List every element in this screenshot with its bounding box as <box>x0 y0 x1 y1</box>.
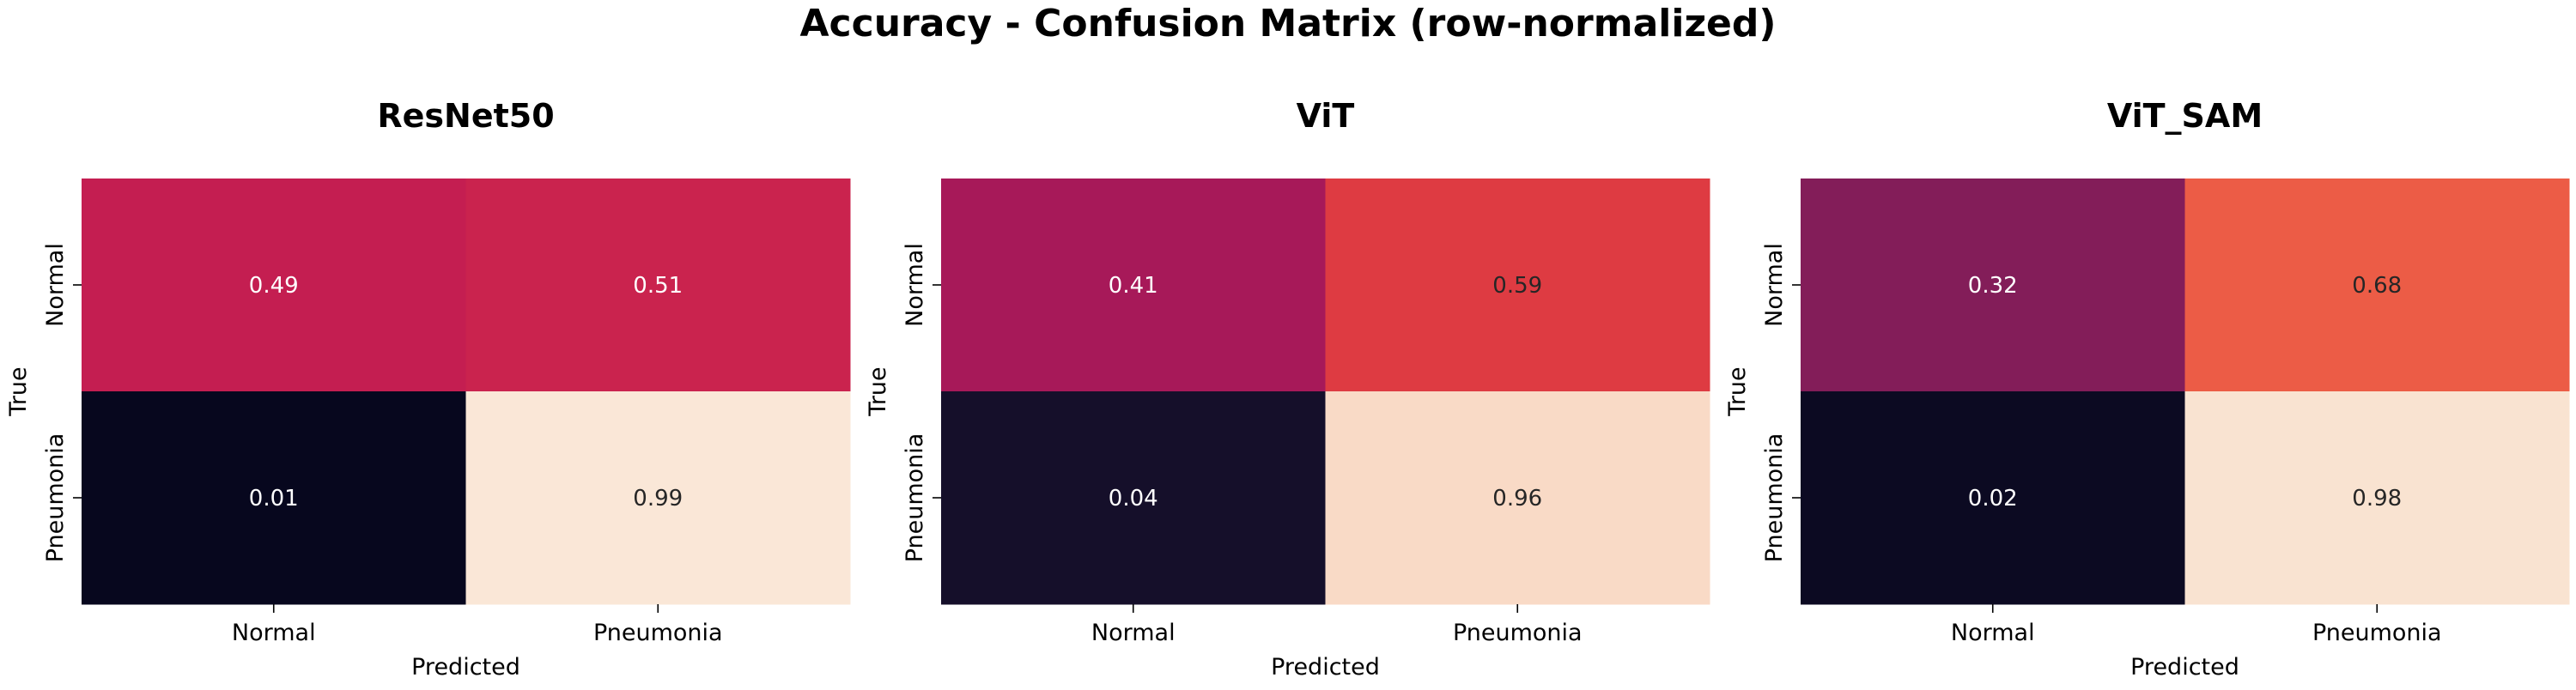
x-axis-label: Predicted <box>411 654 520 681</box>
cell-value-label: 0.68 <box>2352 273 2402 299</box>
y-tick-label: Normal <box>42 243 69 327</box>
x-tick-label: Normal <box>1091 620 1176 646</box>
y-axis-label: True <box>865 366 891 416</box>
panel-title: ResNet50 <box>377 97 554 135</box>
heatmap-cell <box>2184 391 2570 605</box>
heatmap-cell <box>465 391 851 605</box>
panel-title: ViT_SAM <box>2107 97 2263 135</box>
cell-value-label: 0.51 <box>633 273 683 299</box>
cell-value-label: 0.41 <box>1109 273 1158 299</box>
x-tick-label: Pneumonia <box>1453 620 1583 646</box>
x-tick-label: Pneumonia <box>593 620 723 646</box>
heatmap-cell <box>941 179 1326 392</box>
cell-value-label: 0.98 <box>2352 486 2402 511</box>
heatmap-cell <box>941 391 1326 605</box>
heatmap-cell <box>465 179 851 392</box>
cell-value-label: 0.96 <box>1492 486 1542 511</box>
y-tick-label: Pneumonia <box>1761 433 1788 563</box>
heatmap-cell <box>2184 179 2570 392</box>
y-tick-label: Pneumonia <box>902 433 928 563</box>
y-tick-label: Pneumonia <box>42 433 69 563</box>
y-tick-label: Normal <box>1761 243 1788 327</box>
cell-value-label: 0.59 <box>1492 273 1542 299</box>
heatmap-cell <box>82 179 466 392</box>
x-tick-label: Normal <box>1951 620 2035 646</box>
heatmap-cell <box>1325 391 1710 605</box>
x-axis-label: Predicted <box>2130 654 2239 681</box>
cell-value-label: 0.32 <box>1968 273 2018 299</box>
figure-title: Accuracy - Confusion Matrix (row-normali… <box>799 2 1777 45</box>
cell-value-label: 0.01 <box>249 486 299 511</box>
heatmap-cell <box>1801 391 2185 605</box>
cell-value-label: 0.02 <box>1968 486 2018 511</box>
x-axis-label: Predicted <box>1271 654 1380 681</box>
cell-value-label: 0.99 <box>633 486 683 511</box>
cell-value-label: 0.04 <box>1109 486 1158 511</box>
heatmap-cell <box>1325 179 1710 392</box>
y-tick-label: Normal <box>902 243 928 327</box>
panel-title: ViT <box>1297 97 1355 135</box>
heatmap-cell <box>82 391 466 605</box>
cell-value-label: 0.49 <box>249 273 299 299</box>
x-tick-label: Normal <box>232 620 316 646</box>
y-axis-label: True <box>5 366 32 416</box>
y-axis-label: True <box>1724 366 1751 416</box>
x-tick-label: Pneumonia <box>2312 620 2442 646</box>
heatmap-cell <box>1801 179 2185 392</box>
